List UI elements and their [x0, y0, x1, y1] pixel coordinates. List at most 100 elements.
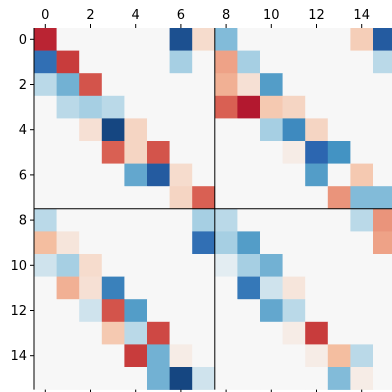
heatmap-cell [237, 141, 261, 164]
heatmap-cell [79, 254, 103, 277]
heatmap-cell [56, 141, 80, 164]
heatmap-cell [124, 95, 148, 119]
heatmap-cell [124, 231, 148, 255]
heatmap-cell [56, 118, 80, 142]
heatmap-cell [350, 367, 374, 390]
heatmap-cell [373, 321, 392, 345]
heatmap-cell [101, 208, 125, 232]
heatmap-cell [169, 95, 193, 119]
heatmap-cell [34, 118, 57, 142]
heatmap-cell [34, 141, 57, 164]
heatmap-cell [282, 163, 306, 187]
heatmap-cell [214, 186, 238, 210]
heatmap-cell [34, 163, 57, 187]
heatmap-cell [305, 367, 329, 390]
heatmap-cell [124, 254, 148, 277]
heatmap-cell [101, 344, 125, 368]
heatmap-cell [305, 208, 329, 232]
heatmap-cell [34, 254, 57, 277]
heatmap-cell [79, 299, 103, 323]
heatmap-cell [169, 367, 193, 390]
heatmap-cell [373, 118, 392, 142]
heatmap-cell [373, 186, 392, 210]
heatmap-cell [169, 299, 193, 323]
heatmap-cell [260, 141, 283, 164]
heatmap-cell [147, 28, 170, 51]
heatmap-cell [101, 367, 125, 390]
heatmap-cell [350, 276, 374, 300]
heatmap-cell [79, 28, 103, 51]
heatmap-cell [214, 118, 238, 142]
heatmap-cell [282, 95, 306, 119]
heatmap-cell [282, 50, 306, 74]
heatmap-cell [350, 344, 374, 368]
x-tick-label: 4 [132, 8, 140, 23]
heatmap-cell [101, 50, 125, 74]
heatmap-cell [169, 276, 193, 300]
heatmap-cell [305, 50, 329, 74]
heatmap-cell [56, 254, 80, 277]
heatmap-cell [373, 367, 392, 390]
x-tick-label: 8 [222, 8, 230, 23]
x-tick-label: 2 [86, 8, 94, 23]
heatmap-cell [373, 208, 392, 232]
heatmap-cell [124, 276, 148, 300]
heatmap-cell [327, 254, 351, 277]
heatmap-cell [350, 299, 374, 323]
heatmap-cell [260, 321, 283, 345]
heatmap-cell [327, 344, 351, 368]
y-tick-label: 8 [19, 214, 27, 229]
heatmap-cell [34, 344, 57, 368]
heatmap-cell [214, 95, 238, 119]
heatmap-cell [79, 118, 103, 142]
x-tick-label: 10 [263, 8, 280, 23]
heatmap-cell [260, 344, 283, 368]
x-tick-label: 6 [177, 8, 185, 23]
heatmap-cell [192, 299, 216, 323]
heatmap-cell [327, 95, 351, 119]
heatmap-cell [282, 208, 306, 232]
heatmap-cell [147, 367, 170, 390]
heatmap-cell [350, 321, 374, 345]
heatmap-cell [169, 163, 193, 187]
heatmap-cell [56, 73, 80, 97]
heatmap-cell [147, 50, 170, 74]
heatmap-cell [101, 118, 125, 142]
heatmap-cell [34, 28, 57, 51]
y-tick-label: 0 [19, 33, 27, 48]
heatmap-cell [79, 367, 103, 390]
heatmap-cell [327, 367, 351, 390]
heatmap-cell [260, 276, 283, 300]
heatmap-cell [79, 231, 103, 255]
heatmap-cell [56, 186, 80, 210]
heatmap-cell [192, 276, 216, 300]
heatmap-cell [101, 163, 125, 187]
heatmap-cell [56, 95, 80, 119]
heatmap-cell [237, 299, 261, 323]
heatmap-cell [214, 163, 238, 187]
heatmap-cell [282, 321, 306, 345]
heatmap-cell [124, 321, 148, 345]
heatmap-cell [124, 118, 148, 142]
heatmap-cell [237, 231, 261, 255]
heatmap-cell [192, 95, 216, 119]
heatmap-cell [260, 95, 283, 119]
heatmap-cell [56, 299, 80, 323]
heatmap-cell [260, 208, 283, 232]
heatmap-cell [124, 141, 148, 164]
heatmap-cell [237, 367, 261, 390]
heatmap-cell [373, 163, 392, 187]
heatmap-cell [260, 367, 283, 390]
heatmap-cell [192, 367, 216, 390]
heatmap-cell [192, 28, 216, 51]
heatmap-cell [79, 95, 103, 119]
heatmap-cell [56, 231, 80, 255]
heatmap-cell [237, 344, 261, 368]
heatmap-cell [79, 186, 103, 210]
heatmap-cell [237, 28, 261, 51]
heatmap-cell [214, 344, 238, 368]
heatmap-cell [56, 50, 80, 74]
x-tick-label: 14 [353, 8, 370, 23]
heatmap-cell [214, 73, 238, 97]
heatmap-cell [34, 276, 57, 300]
